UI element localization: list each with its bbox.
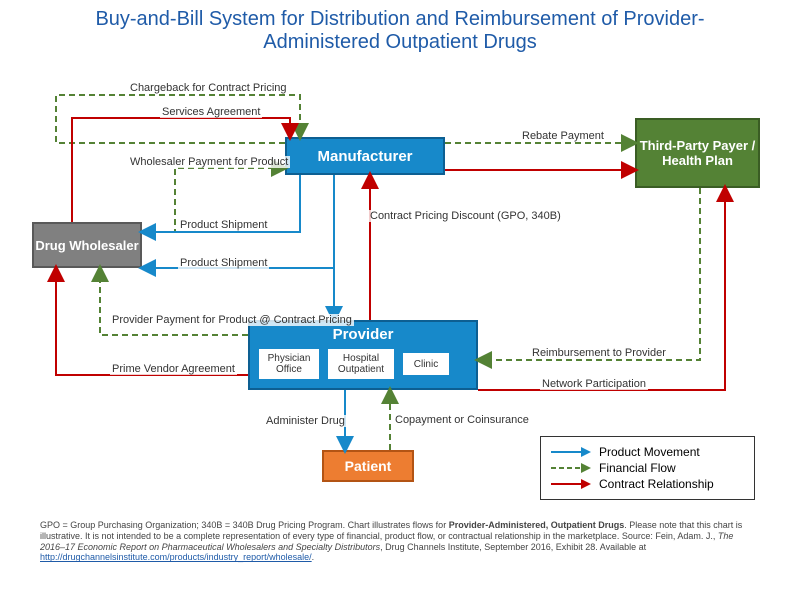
node-wholesaler: Drug Wholesaler (32, 222, 142, 268)
edges-layer (0, 0, 800, 609)
legend-item: Contract Relationship (551, 477, 744, 491)
node-label: Provider (333, 326, 394, 343)
node-manufacturer: Manufacturer (285, 137, 445, 175)
provider-subnode: Clinic (402, 352, 450, 376)
edge-label: Chargeback for Contract Pricing (128, 82, 289, 94)
node-label: Third-Party Payer / Health Plan (637, 138, 758, 168)
provider-subnode: Physician Office (258, 348, 320, 380)
legend-item: Product Movement (551, 445, 744, 459)
page-title: Buy-and-Bill System for Distribution and… (0, 0, 800, 58)
edge-label: Copayment or Coinsurance (393, 414, 531, 426)
node-patient: Patient (322, 450, 414, 482)
legend-label: Contract Relationship (599, 477, 714, 491)
node-label: Manufacturer (317, 148, 412, 165)
edge-label: Network Participation (540, 378, 648, 390)
edge-label: Wholesaler Payment for Product (128, 156, 290, 168)
edge-label: Rebate Payment (520, 130, 606, 142)
legend-label: Product Movement (599, 445, 700, 459)
node-label: Patient (345, 458, 392, 474)
footnote-text: GPO = Group Purchasing Organization; 340… (20, 520, 780, 563)
edge-label: Provider Payment for Product @ Contract … (110, 314, 354, 326)
edge-label: Product Shipment (178, 219, 269, 231)
edge-label: Reimbursement to Provider (530, 347, 668, 359)
source-link[interactable]: http://drugchannelsinstitute.com/product… (40, 552, 312, 562)
edge-label: Prime Vendor Agreement (110, 363, 237, 375)
provider-subnode: Hospital Outpatient (327, 348, 395, 380)
edge-label: Product Shipment (178, 257, 269, 269)
legend-item: Financial Flow (551, 461, 744, 475)
edge-label: Administer Drug (264, 415, 347, 427)
node-label: Drug Wholesaler (35, 238, 138, 253)
node-payer: Third-Party Payer / Health Plan (635, 118, 760, 188)
edge-label: Services Agreement (160, 106, 262, 118)
edge-label: Contract Pricing Discount (GPO, 340B) (368, 210, 563, 222)
legend-box: Product Movement Financial Flow Contract R… (540, 436, 755, 500)
legend-label: Financial Flow (599, 461, 676, 475)
